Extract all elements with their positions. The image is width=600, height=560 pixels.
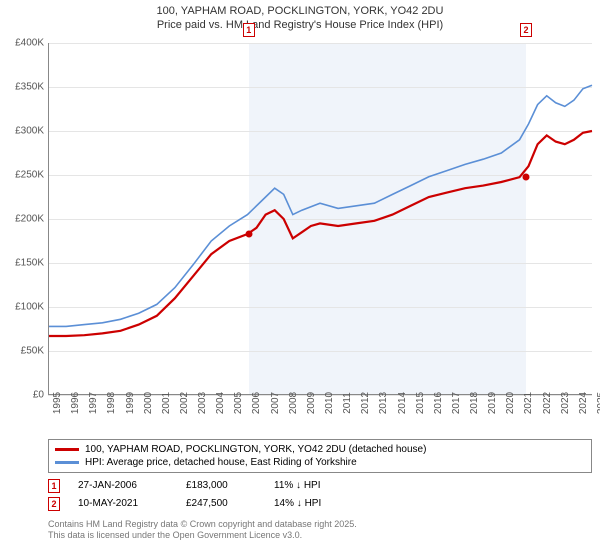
legend-row-price-paid: 100, YAPHAM ROAD, POCKLINGTON, YORK, YO4… bbox=[55, 443, 585, 456]
legend-row-hpi: HPI: Average price, detached house, East… bbox=[55, 456, 585, 469]
series-price_paid bbox=[48, 131, 592, 336]
sale-date-1: 27-JAN-2006 bbox=[78, 480, 168, 491]
y-tick-label: £50K bbox=[0, 345, 44, 356]
x-tick-label: 2013 bbox=[378, 391, 389, 413]
line-series bbox=[48, 43, 592, 395]
x-tick-label: 2011 bbox=[342, 392, 353, 414]
sale-diff-2: 14% ↓ HPI bbox=[274, 498, 354, 509]
chart-area: £0 £50K £100K £150K £200K £250K £300K £350K £400… bbox=[0, 35, 600, 435]
x-tick-label: 1997 bbox=[88, 391, 99, 413]
y-tick-label: £150K bbox=[0, 257, 44, 268]
x-tick-label: 2012 bbox=[360, 391, 371, 413]
footer-line-1: Contains HM Land Registry data © Crown c… bbox=[48, 519, 592, 531]
x-tick-label: 2015 bbox=[415, 391, 426, 413]
sale-price-2: £247,500 bbox=[186, 498, 256, 509]
footer-attribution: Contains HM Land Registry data © Crown c… bbox=[48, 519, 592, 542]
y-tick-label: £100K bbox=[0, 301, 44, 312]
legend: 100, YAPHAM ROAD, POCKLINGTON, YORK, YO4… bbox=[48, 439, 592, 473]
footer-line-2: This data is licensed under the Open Gov… bbox=[48, 530, 592, 542]
x-tick-label: 1996 bbox=[70, 391, 81, 413]
x-tick-label: 2001 bbox=[161, 391, 172, 413]
x-tick-label: 2004 bbox=[215, 391, 226, 413]
legend-label-1: 100, YAPHAM ROAD, POCKLINGTON, YORK, YO4… bbox=[85, 444, 426, 455]
x-tick-label: 2005 bbox=[233, 391, 244, 413]
x-tick-label: 2017 bbox=[451, 391, 462, 413]
x-tick-label: 1998 bbox=[106, 391, 117, 413]
legend-swatch-red bbox=[55, 448, 79, 451]
x-tick-label: 1999 bbox=[125, 391, 136, 413]
sale-dot-1 bbox=[245, 230, 252, 237]
x-tick-label: 2016 bbox=[433, 391, 444, 413]
y-tick-label: £400K bbox=[0, 37, 44, 48]
x-tick-label: 2014 bbox=[397, 391, 408, 413]
y-tick-label: £300K bbox=[0, 125, 44, 136]
x-tick-label: 2018 bbox=[469, 391, 480, 413]
title-line-2: Price paid vs. HM Land Registry's House … bbox=[0, 18, 600, 32]
sale-date-2: 10-MAY-2021 bbox=[78, 498, 168, 509]
x-tick-label: 2003 bbox=[197, 391, 208, 413]
sales-table: 1 27-JAN-2006 £183,000 11% ↓ HPI 2 10-MA… bbox=[48, 477, 592, 513]
title-line-1: 100, YAPHAM ROAD, POCKLINGTON, YORK, YO4… bbox=[0, 4, 600, 18]
plot-region: 12 bbox=[48, 43, 592, 395]
sale-box-2: 2 bbox=[520, 23, 532, 37]
x-tick-label: 2010 bbox=[324, 391, 335, 413]
y-tick-label: £350K bbox=[0, 81, 44, 92]
x-tick-label: 2019 bbox=[487, 391, 498, 413]
sale-marker-1: 1 bbox=[48, 479, 60, 493]
chart-title: 100, YAPHAM ROAD, POCKLINGTON, YORK, YO4… bbox=[0, 0, 600, 35]
sale-marker-2: 2 bbox=[48, 497, 60, 511]
x-tick-label: 2021 bbox=[523, 391, 534, 413]
y-tick-label: £0 bbox=[0, 389, 44, 400]
x-tick-label: 2009 bbox=[306, 391, 317, 413]
sale-row-2: 2 10-MAY-2021 £247,500 14% ↓ HPI bbox=[48, 495, 592, 513]
x-tick-label: 2002 bbox=[179, 391, 190, 413]
x-tick-label: 2007 bbox=[270, 391, 281, 413]
x-tick-label: 1995 bbox=[52, 391, 63, 413]
sale-diff-1: 11% ↓ HPI bbox=[274, 480, 354, 491]
legend-swatch-blue bbox=[55, 461, 79, 464]
x-tick-label: 2008 bbox=[288, 391, 299, 413]
chart-container: { "title": { "line1": "100, YAPHAM ROAD,… bbox=[0, 0, 600, 560]
x-tick-label: 2024 bbox=[578, 391, 589, 413]
sale-box-1: 1 bbox=[243, 23, 255, 37]
sale-row-1: 1 27-JAN-2006 £183,000 11% ↓ HPI bbox=[48, 477, 592, 495]
y-tick-label: £250K bbox=[0, 169, 44, 180]
x-tick-label: 2025 bbox=[596, 391, 600, 413]
y-axis bbox=[48, 43, 49, 395]
x-tick-label: 2000 bbox=[143, 391, 154, 413]
sale-price-1: £183,000 bbox=[186, 480, 256, 491]
legend-label-2: HPI: Average price, detached house, East… bbox=[85, 457, 357, 468]
x-tick-label: 2006 bbox=[251, 391, 262, 413]
x-tick-label: 2023 bbox=[560, 391, 571, 413]
x-tick-label: 2022 bbox=[542, 391, 553, 413]
sale-dot-2 bbox=[522, 173, 529, 180]
y-tick-label: £200K bbox=[0, 213, 44, 224]
x-tick-label: 2020 bbox=[505, 391, 516, 413]
series-hpi bbox=[48, 85, 592, 326]
